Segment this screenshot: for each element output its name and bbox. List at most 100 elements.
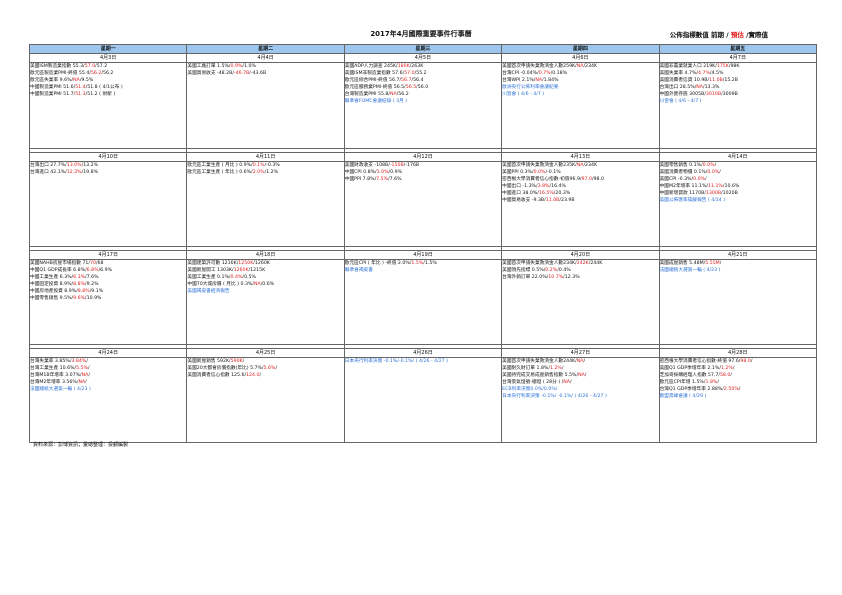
indicator-actual: /	[719, 261, 722, 266]
events-row: 台灣出口 27.7%/13.0%/13.2% 台灣進口 42.1%/12.3%/1…	[28, 161, 818, 247]
indicator-previous: 美國建築許可數 1216K/	[187, 261, 239, 266]
indicator-forecast: 8.8%	[73, 282, 86, 288]
indicator-actual: /6.9%	[98, 268, 113, 274]
indicator-forecast: NA	[81, 373, 89, 379]
indicator-forecast: 11.0B	[545, 198, 560, 204]
event-line: 歐元區工業生產 ( 月比 ) 0.9%/0.1%/-0.3%	[188, 163, 343, 170]
indicator-previous: 中國PPI 7.8%/	[344, 177, 377, 183]
event-line: 中國工業生產 6.3%/6.3%/7.6%	[30, 274, 186, 281]
day-events-cell: 美國首次申請失業救濟金人數244K/NA/美國耐久財訂單 1.8%/1.2%/美…	[501, 357, 660, 443]
indicator-previous: 台灣失業率 3.85%/	[30, 359, 72, 364]
event-line: 歐元區CPI年增 1.5%/1.8%/	[660, 379, 815, 386]
indicator-previous: 中國M2年增率 11.1%/	[659, 184, 708, 190]
indicator-forecast: NA	[389, 92, 397, 98]
indicator-actual: /	[584, 373, 587, 379]
indicator-previous: 中國製造業PMI 51.6/	[30, 85, 76, 91]
date-cell: 4月14日	[658, 152, 818, 162]
indicator-actual: /	[259, 373, 262, 379]
indicator-forecast: 0.9%	[230, 64, 243, 69]
day-events-cell: 美國ADP人力調查 245K/180K/263K 美國ISM非製造業指數 57.6…	[343, 62, 503, 149]
indicator-actual: /57.2	[95, 64, 108, 69]
event-line: 台灣M2年增率 3.56%/NA/	[30, 379, 186, 386]
indicator-actual: /16.4%	[549, 184, 566, 190]
indicator-actual: /19.8%	[81, 170, 99, 176]
calendar-body: 4月3日 4月4日 4月5日 4月6日 4月7日 美國ISM製造業指數 55.3/57.0…	[28, 53, 818, 443]
indicator-previous: 美國NAHB房屋市場指數 71/	[30, 261, 90, 266]
indicator-actual: /	[86, 359, 88, 364]
indicator-forecast: 11.1%	[708, 184, 723, 190]
indicator-forecast: 56.2	[90, 71, 102, 77]
indicator-previous: 美國耐久財訂單 1.8%/	[502, 366, 550, 372]
indicator-actual: /	[88, 373, 90, 379]
weekday-header: 星期二	[186, 44, 345, 54]
indicator-actual: /0.9%	[388, 170, 403, 176]
events-row: 台灣失業率 3.85%/3.84%/台灣工業生產 10.6%/5.5%/台灣M1…	[28, 357, 818, 443]
indicator-previous: 美國貿易收支 -48.2B/	[187, 71, 234, 77]
indicator-previous: 中國製造業PMI 51.7/	[30, 92, 76, 98]
indicator-actual: /0.6%	[260, 282, 275, 288]
indicator-actual: /-0.1%	[545, 170, 561, 176]
indicator-actual: /	[85, 380, 87, 386]
indicator-actual: /	[583, 359, 586, 364]
indicator-previous: 芝加哥採購經理人指數 57.7/	[659, 373, 720, 379]
indicator-forecast: 57.0	[84, 64, 96, 69]
indicator-forecast: 7.5%	[376, 177, 389, 183]
event-line: 歐元區工業生產 ( 年比 ) 0.6%/2.0%/1.2%	[188, 169, 343, 176]
event-line: 美國失業率 4.7%/4.7%/4.5%	[660, 70, 815, 77]
date-cell: 4月10日	[28, 152, 188, 162]
indicator-previous: 美國新屋開工 1303K/	[187, 268, 234, 274]
event-line: 日本央行利率決策 -0.1%/ -0.1%/ ( 4/26 - 4/27 )	[503, 393, 658, 400]
indicator-forecast: 5.6%	[263, 366, 276, 372]
event-line: 川習會 ( 4/6 - 4/7 )	[660, 98, 815, 105]
day-events-cell: 密西根大學消費者信心指數-終值 97.6/98.0/美國Q1 GDP季增年率 2…	[658, 357, 818, 443]
date-row: 4月10日 4月11日 4月12日 4月13日 4月14日	[28, 152, 818, 162]
indicator-actual: /9.5%	[79, 78, 94, 84]
event-line: 美國消費者信貸 10.9B/11.0B/15.2B	[660, 77, 815, 84]
event-line: 美國CPI -0.3%/0.0%/	[659, 176, 815, 183]
event-line: 美國20大都會房價指數(年比) 5.7%/5.6%/	[188, 365, 343, 372]
event-line: 中國固定投資 8.9%/8.8%/9.2%	[31, 281, 186, 288]
event-line: 美國首次申請失業救濟金人數235K/NA/234K	[503, 163, 658, 170]
indicator-forecast: NA	[78, 380, 86, 386]
indicator-previous: 台灣外銷訂單 22.0%/	[502, 275, 549, 281]
indicator-actual: /23.9B	[559, 198, 575, 204]
event-note: 川習會 ( 4/6 - 4/7 )	[502, 92, 545, 98]
indicator-actual: /1020B	[721, 191, 738, 197]
event-line: 法國總統大選第一輪 ( 4/23 )	[31, 386, 186, 393]
indicator-forecast: NA	[576, 359, 584, 364]
event-line: 美國新屋開工 1303K/1260K/1215K	[187, 267, 343, 274]
event-line: 台灣工業生產 10.6%/5.5%/	[31, 365, 186, 372]
indicator-previous: 台灣Q1 GDP季增年率 2.88%/	[659, 387, 724, 393]
indicator-actual: /1.5%	[423, 261, 437, 266]
indicator-previous: 美國CPI -0.3%/	[659, 177, 694, 183]
event-line: 歐洲央行公佈利率會議紀要	[503, 84, 658, 91]
indicator-previous: 台灣M2年增率 3.56%/	[30, 380, 79, 386]
event-line: 美國Q1 GDP季增年率 2.1%/1.2%/	[660, 365, 815, 372]
day-events-cell: 美國NAHB房屋市場指數 71/70/68 中國Q1 GDP成長率 6.8%/6.…	[28, 259, 188, 345]
indicator-forecast: -150B	[389, 163, 404, 168]
indicator-actual: /4.5%	[709, 71, 724, 77]
indicator-forecast: 10.7%	[548, 275, 564, 281]
event-line: 美國工業生產 0.1%/0.4%/0.5%	[188, 274, 343, 281]
event-line: 中國新增貸款 1170B/1300B/1020B	[660, 190, 815, 197]
indicator-forecast: NA	[578, 373, 585, 379]
event-line: 中國房地產投資 8.9%/8.8%/9.1%	[31, 288, 186, 295]
indicator-previous: 美國消費者信心指數 125.6/	[187, 373, 247, 379]
events-row: 美國ISM製造業指數 55.3/57.0/57.2 歐元區製造業PMI-終值 55…	[28, 62, 818, 149]
indicator-previous: 中國工業生產 6.3%/	[30, 275, 74, 281]
indicator-previous: 中國貿易收支 -9.3B/	[502, 198, 546, 204]
day-events-cell: 美國首次申請失業救濟金人數235K/NA/234K 美國PPI 0.3%/0.0%…	[501, 161, 660, 247]
event-line: 台灣WPI 2.1%/NA/1.84%	[503, 77, 658, 84]
indicator-actual: /234K	[583, 163, 598, 168]
event-line: 台灣M1B年增率 3.07%/NA/	[31, 372, 186, 379]
event-line: 美國ISM非製造業指數 57.6/57.0/55.2	[345, 70, 500, 77]
indicator-previous: 美國首次申請失業救濟金人數234K/	[502, 261, 577, 266]
indicator-actual: /51.8 ( 4/1公布 )	[85, 85, 123, 91]
indicator-forecast: 13.0%	[66, 163, 82, 168]
indicator-previous: 密西根大學消費者信心指數-初值96.9/	[502, 177, 582, 183]
indicator-actual: /1.2%	[264, 170, 279, 176]
indicator-forecast: 11.0B	[709, 78, 723, 84]
indicator-previous: 美國工廠訂單 1.5%/	[187, 64, 231, 69]
indicator-forecast: 12.3%	[66, 170, 82, 176]
day-events-cell: 美國工廠訂單 1.5%/0.9%/1.0% 美國貿易收支 -48.2B/-46.7…	[186, 62, 345, 149]
